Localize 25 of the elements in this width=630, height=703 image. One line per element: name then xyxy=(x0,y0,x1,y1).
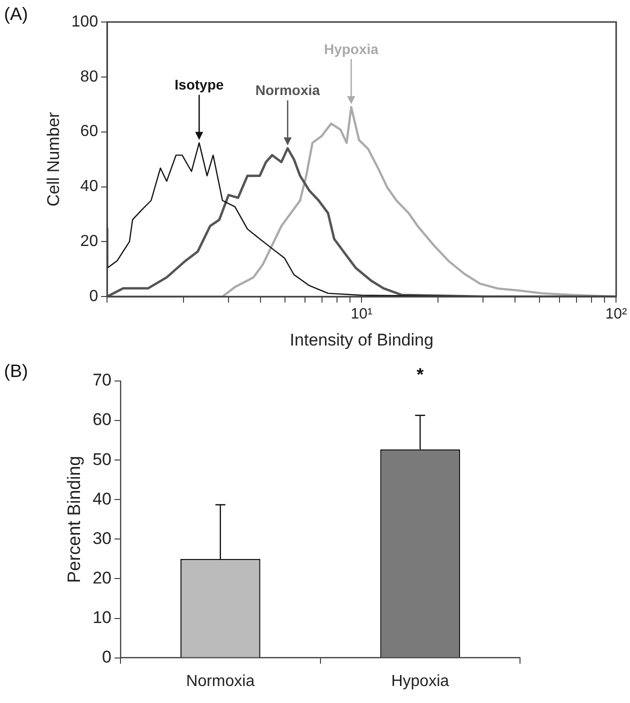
y-tick-label: 0 xyxy=(89,288,98,306)
annotation: * xyxy=(416,364,424,384)
text: Isotype xyxy=(174,76,224,93)
y-tick-label: 100 xyxy=(71,13,98,30)
x-tick-label: 10¹ xyxy=(350,306,372,323)
chart-title: (A) xyxy=(4,4,28,24)
y-axis-title: Cell Number xyxy=(44,112,63,207)
y-tick-label: 30 xyxy=(92,528,112,548)
chart-title: (B) xyxy=(4,360,28,381)
y-tick-label: 70 xyxy=(92,370,112,390)
y-tick-label: 20 xyxy=(92,568,112,588)
y-tick-label: 50 xyxy=(92,450,112,469)
x-tick-label: 10² xyxy=(605,306,628,323)
y-tick-label: 80 xyxy=(80,68,98,86)
y-tick-label: 40 xyxy=(92,489,112,508)
x-axis-title: Intensity of Binding xyxy=(290,330,434,350)
text: Normoxia xyxy=(255,82,320,98)
y-tick-label: 60 xyxy=(80,123,98,140)
y-tick-label: 10 xyxy=(92,608,112,627)
y-tick-label: 0 xyxy=(102,647,112,666)
y-tick-label: 20 xyxy=(80,233,98,250)
y-tick-label: 40 xyxy=(80,178,98,196)
y-tick-label: 60 xyxy=(92,410,112,430)
text: Hypoxia xyxy=(324,40,379,57)
y-axis-title: Percent Binding xyxy=(64,456,84,583)
